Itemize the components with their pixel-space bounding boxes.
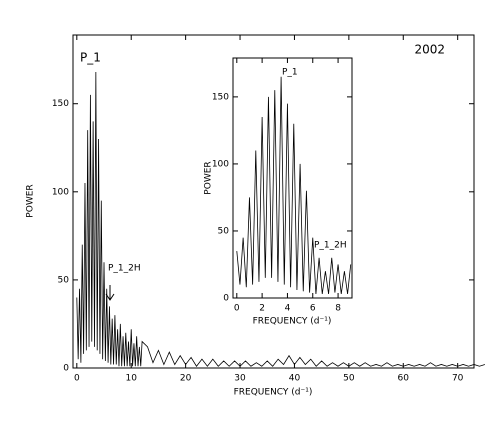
y-tick-label: 150 [212,92,229,102]
y-tick-label: 50 [58,275,70,285]
annotation: P_1 [282,68,298,78]
x-axis-label: FREQUENCY (d⁻¹) [234,388,313,398]
y-tick-label: 100 [212,159,229,169]
x-tick-label: 10 [125,374,137,384]
spectrum-line [236,76,352,295]
x-tick-label: 4 [285,304,291,314]
x-tick-label: 0 [74,374,80,384]
x-tick-label: 70 [452,374,464,384]
annotation: P_1_2H [314,241,347,251]
x-tick-label: 2 [259,304,265,314]
spectrum-line [76,71,486,367]
x-tick-label: 40 [289,374,301,384]
plot-frame [232,57,353,299]
x-tick-label: 6 [310,304,316,314]
annotation: 2002 [414,43,445,57]
annotation-arrow-head [105,293,115,301]
y-tick-label: 0 [63,364,69,374]
y-tick-label: 0 [223,294,229,304]
x-tick-label: 8 [335,304,341,314]
y-axis-label: POWER [26,184,36,217]
plot-frame [72,34,475,369]
y-axis-label: POWER [204,161,214,194]
annotation: P_1 [80,51,101,65]
x-tick-label: 30 [234,374,246,384]
x-tick-label: 50 [343,374,355,384]
x-axis-label: FREQUENCY (d⁻¹) [253,317,332,327]
y-tick-label: 100 [52,187,69,197]
y-tick-label: 50 [218,226,230,236]
x-tick-label: 60 [398,374,410,384]
y-tick-label: 150 [52,99,69,109]
annotation: P_1_2H [108,264,141,274]
x-tick-label: 20 [180,374,192,384]
x-tick-label: 0 [234,304,240,314]
